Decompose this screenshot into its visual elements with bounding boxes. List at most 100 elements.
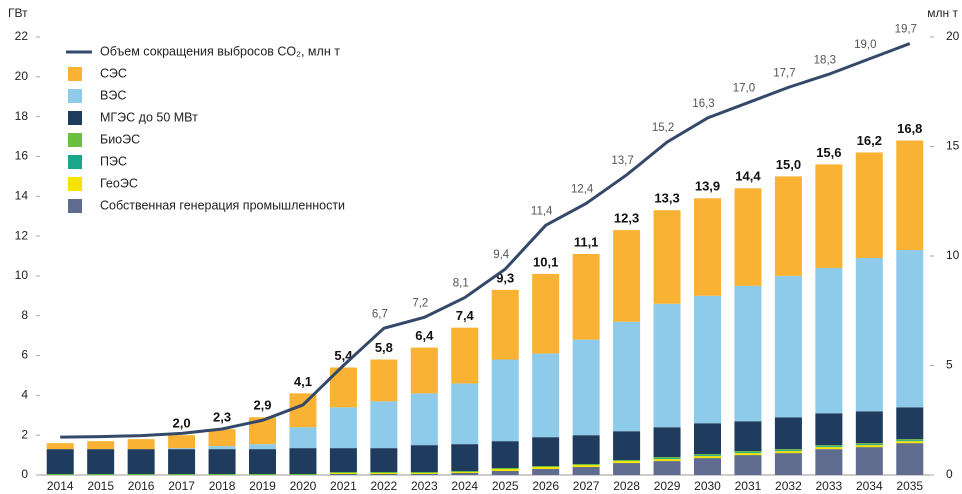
bar-segment [815, 445, 843, 447]
line-label: 17,0 [733, 83, 755, 95]
bar-segment [87, 449, 115, 475]
legend-label: Объем сокращения выбросов CO₂, млн т [100, 44, 340, 58]
bar-segment [532, 273, 560, 354]
bar-segment [168, 449, 196, 475]
y2-axis-label: млн т [927, 6, 958, 20]
x-tick-label: 2026 [532, 479, 559, 493]
bar-segment [815, 447, 843, 450]
bar-segment [572, 465, 600, 468]
bar-segment [168, 474, 196, 475]
bar-segment [329, 473, 357, 475]
bar-segment [451, 472, 479, 474]
bar-segment [532, 466, 560, 468]
bar-segment [208, 449, 236, 475]
bar-segment [815, 413, 843, 446]
x-tick-label: 2015 [87, 479, 114, 493]
line-label: 7,2 [412, 297, 428, 309]
legend-label: ПЭС [100, 154, 127, 168]
line-label: 18,3 [814, 54, 836, 66]
y2-tick-label: 15 [946, 139, 960, 153]
total-label: 4,1 [294, 374, 312, 389]
bar-segment [572, 464, 600, 466]
bar-segment [451, 327, 479, 384]
total-label: 15,6 [816, 145, 841, 160]
x-tick-label: 2022 [371, 479, 398, 493]
bar-segment [491, 441, 519, 469]
x-tick-label: 2028 [613, 479, 640, 493]
y-tick-label: 22 [15, 29, 29, 43]
bar-segment [572, 339, 600, 436]
line-label: 13,7 [611, 155, 633, 167]
y-axis-label: ГВт [8, 6, 28, 20]
bar-segment [694, 456, 721, 459]
y-tick-label: 12 [15, 228, 29, 242]
bar-segment [168, 448, 196, 450]
line-label: 16,3 [692, 98, 714, 110]
legend-swatch [68, 199, 82, 213]
bar-segment [410, 445, 438, 473]
bar-segment [329, 474, 357, 475]
total-label: 10,1 [533, 254, 558, 269]
x-tick-label: 2021 [330, 479, 357, 493]
line-series [60, 42, 911, 439]
bar-segment [289, 427, 317, 449]
x-tick-label: 2019 [249, 479, 276, 493]
bar-segment [855, 447, 883, 475]
bar-segment [815, 446, 843, 448]
legend-label: Собственная генерация промышленности [100, 198, 345, 212]
y2-tick-label: 10 [946, 248, 960, 262]
legend-swatch [68, 67, 82, 81]
bar-segment [370, 448, 398, 473]
legend-label: СЭС [100, 66, 127, 80]
line-label: 11,4 [531, 205, 553, 217]
x-tick-label: 2025 [492, 479, 519, 493]
y-tick-label: 8 [21, 308, 28, 322]
bar-segment [694, 454, 721, 456]
bar-segment [896, 440, 924, 442]
bar-segment [613, 431, 641, 461]
x-tick-label: 2014 [47, 479, 74, 493]
total-label: 13,9 [695, 179, 720, 194]
bar-segment [855, 411, 883, 444]
bar-segment [774, 417, 802, 450]
bar-segment [694, 295, 721, 424]
y-tick-label: 18 [15, 109, 29, 123]
line-label: 8,1 [453, 278, 469, 290]
bar-segment [855, 445, 883, 448]
y-tick-label: 0 [21, 467, 28, 481]
bar-segment [491, 289, 519, 360]
bar-segment [774, 449, 802, 451]
bar-segment [208, 446, 236, 450]
bar-segment [815, 164, 843, 268]
bar-segment [46, 449, 74, 475]
bar-segment [491, 471, 519, 475]
x-tick-label: 2032 [775, 479, 802, 493]
bar-segment [572, 467, 600, 475]
bar-segment [896, 140, 924, 251]
x-tick-label: 2017 [168, 479, 195, 493]
bar-segment [451, 473, 479, 475]
line-label: 6,7 [372, 308, 388, 320]
bar-segment [613, 460, 641, 462]
bar-segment [410, 347, 438, 394]
bar-segment [653, 461, 681, 475]
bar-segment [613, 461, 641, 464]
y-tick-label: 10 [15, 268, 29, 282]
bar-segment [370, 474, 398, 475]
bar-segment [734, 455, 762, 475]
y2-tick-label: 5 [946, 358, 953, 372]
bar-segment [855, 443, 883, 445]
legend-label: ВЭС [100, 88, 126, 102]
bar-segment [774, 275, 802, 418]
y-tick-label: 4 [21, 388, 28, 402]
bar-segment [410, 473, 438, 475]
bar-segment [815, 449, 843, 475]
bar-segment [855, 257, 883, 412]
y-tick-label: 16 [15, 149, 29, 163]
total-label: 15,0 [776, 157, 801, 172]
bar-segment [249, 474, 276, 475]
legend-swatch [68, 133, 82, 147]
bar-segment [734, 421, 762, 452]
bar-segment [694, 198, 721, 296]
